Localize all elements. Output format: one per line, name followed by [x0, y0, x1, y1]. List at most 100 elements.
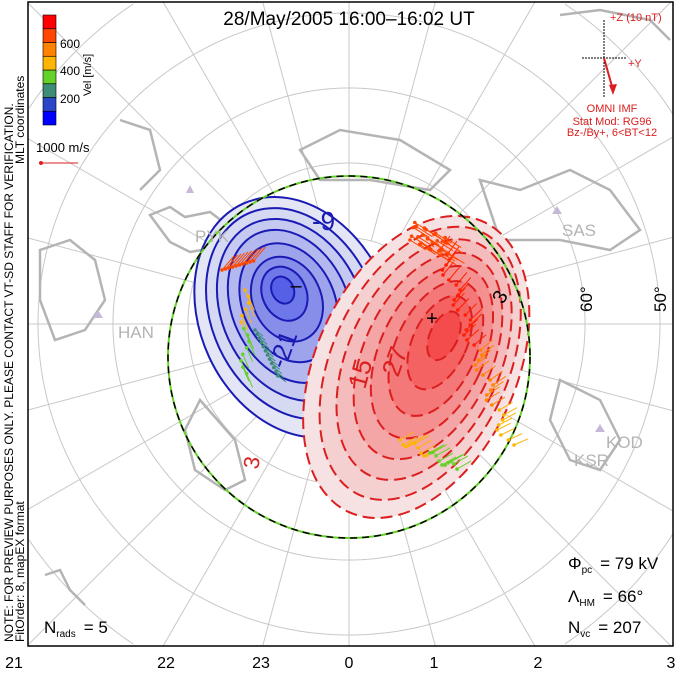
reference-vector-origin — [39, 161, 43, 165]
velocity-vector — [436, 240, 454, 252]
velocity-vector — [481, 344, 495, 356]
velocity-vector — [486, 386, 500, 396]
velocity-vector — [221, 255, 235, 271]
velocity-vector — [438, 452, 454, 462]
velocity-vector — [239, 250, 252, 266]
velocity-vector — [465, 318, 479, 331]
vector-origin — [269, 361, 274, 366]
vector-origin — [434, 454, 438, 458]
vector-origin — [490, 403, 494, 407]
velocity-vector — [242, 249, 256, 265]
fit-order-note: FitOrder: 8, mapEX format — [13, 501, 27, 642]
velocity-vector — [459, 277, 472, 291]
vector-origin — [411, 225, 416, 230]
vector-origin — [501, 413, 506, 417]
vector-origin — [240, 313, 244, 318]
velocity-vector — [248, 341, 256, 356]
vector-origin — [449, 459, 453, 464]
vector-origin — [443, 235, 448, 240]
vector-origin — [454, 283, 458, 287]
vector-origin — [246, 301, 251, 305]
velocity-colorbar — [42, 14, 57, 126]
vector-origin — [259, 340, 264, 345]
vector-origin — [404, 444, 408, 449]
velocity-vector — [456, 460, 472, 470]
velocity-vector — [419, 243, 436, 255]
vector-origin — [424, 227, 428, 232]
vector-count: Nvc = 207 — [568, 618, 641, 640]
velocity-vector — [442, 261, 454, 276]
vector-origin — [476, 358, 481, 362]
vector-origin — [239, 320, 243, 324]
vector-origin — [276, 374, 280, 378]
colorbar-swatch — [42, 83, 57, 98]
velocity-vector — [513, 438, 529, 446]
vector-origin — [220, 268, 224, 272]
velocity-vector — [446, 242, 464, 254]
vector-origin — [241, 352, 245, 357]
vector-origin — [506, 438, 511, 442]
velocity-vector — [489, 370, 503, 381]
vector-origin — [243, 307, 248, 312]
vector-origin — [499, 433, 503, 437]
reference-vector-label: 1000 m/s — [36, 140, 90, 155]
vector-origin — [491, 383, 495, 387]
vector-origin — [407, 443, 411, 447]
vector-origin — [441, 273, 445, 277]
vector-origin — [440, 268, 445, 272]
vector-origin — [421, 233, 425, 237]
vector-origin — [447, 278, 451, 282]
mlt-meridian — [28, 384, 289, 646]
velocity-vector — [476, 360, 490, 371]
velocity-vector — [457, 298, 470, 311]
colorbar-swatch — [42, 28, 57, 43]
potential-max-marker: + — [426, 308, 438, 330]
vector-origin — [416, 446, 420, 450]
velocity-vector — [432, 242, 449, 253]
station-markers — [93, 185, 605, 432]
vector-origin — [244, 261, 249, 265]
velocity-vector — [246, 373, 254, 388]
velocity-vector — [469, 313, 482, 326]
velocity-vector — [427, 238, 444, 250]
vector-origin — [241, 365, 245, 369]
velocity-vector — [466, 329, 480, 341]
lat-label: 50° — [651, 286, 670, 312]
colorbar-swatch — [42, 42, 57, 57]
station-label: PYK — [195, 227, 230, 246]
vector-origin — [446, 461, 450, 465]
velocity-vector — [448, 246, 460, 261]
vector-origin — [484, 393, 489, 397]
velocity-vector — [491, 396, 506, 406]
vector-origin — [468, 318, 473, 322]
velocity-vector — [452, 292, 465, 306]
vector-origin — [484, 398, 489, 402]
vector-origin — [247, 339, 251, 344]
velocity-vector — [464, 303, 477, 316]
vector-origin — [512, 443, 516, 447]
colorbar-swatch — [42, 110, 57, 126]
velocity-vector — [420, 444, 436, 454]
mlt-label: 23 — [252, 655, 270, 672]
vector-origin — [237, 263, 242, 267]
velocity-vector — [246, 347, 254, 363]
vector-origin — [463, 313, 468, 317]
mlt-meridian — [262, 2, 328, 242]
vector-origin — [241, 262, 245, 266]
vector-origin — [419, 241, 424, 245]
velocity-vector — [416, 226, 433, 238]
mlt-label: 3 — [667, 655, 676, 672]
vector-origin — [414, 224, 419, 229]
dawn-convection-cell — [302, 214, 531, 519]
velocity-vector — [473, 334, 487, 346]
vector-origin — [401, 443, 405, 447]
vector-origin — [234, 264, 238, 268]
velocity-vector — [502, 412, 517, 421]
hm-boundary-latitude: ΛHM = 66° — [568, 587, 643, 609]
velocity-vector — [417, 439, 433, 449]
vector-origin — [409, 234, 414, 239]
velocity-vector — [450, 453, 466, 463]
colorbar-swatch — [42, 14, 57, 30]
preview-note: NOTE: FOR PREVIEW PURPOSES ONLY. PLEASE … — [2, 103, 16, 642]
cross-polar-potential: Φpc = 79 kV — [568, 554, 659, 576]
